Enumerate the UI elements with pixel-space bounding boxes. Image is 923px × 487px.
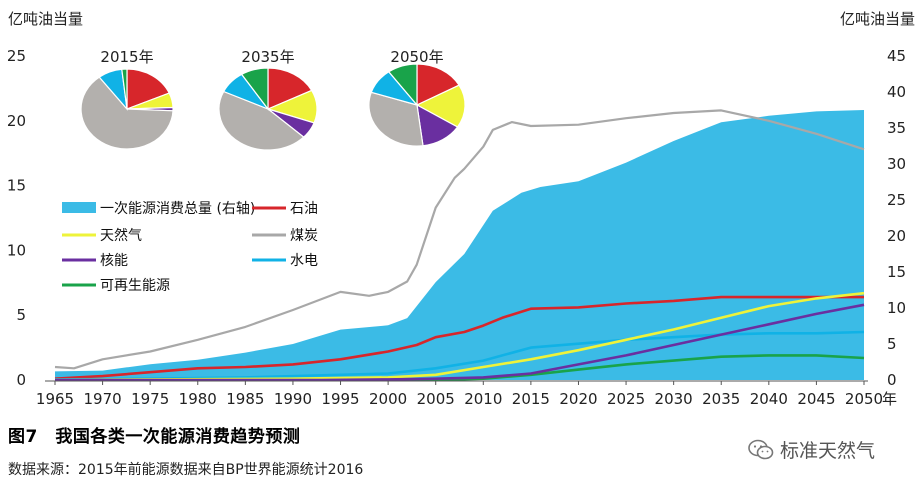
x-tick-label: 2010 xyxy=(464,390,502,408)
right-tick-label: 25 xyxy=(887,191,906,209)
axes: 亿吨油当量 亿吨油当量051015202505101520253035404519… xyxy=(7,10,915,408)
x-tick-label: 2050 xyxy=(845,390,883,408)
right-tick-label: 30 xyxy=(887,155,906,173)
series-area-total xyxy=(55,110,864,380)
x-tick-label: 1985 xyxy=(226,390,264,408)
figure-source-note: 数据来源：2015年前能源数据来自BP世界能源统计2016 xyxy=(8,462,364,478)
x-tick-label: 1990 xyxy=(274,390,312,408)
legend-label-renewable: 可再生能源 xyxy=(100,278,170,294)
x-tick-label: 2045 xyxy=(797,390,835,408)
legend-label-total: 一次能源消费总量 (右轴) xyxy=(100,201,255,217)
x-tick-label: 1980 xyxy=(179,390,217,408)
legend-swatch-total xyxy=(62,202,96,213)
pie-slice-oil xyxy=(267,67,313,110)
legend-label-nuclear: 核能 xyxy=(100,253,128,269)
x-tick-label: 1970 xyxy=(83,390,121,408)
pie-1: 2035年 xyxy=(218,48,318,151)
figure-caption: 图7 我国各类一次能源消费趋势预测 xyxy=(8,427,301,447)
x-tick-label: 1975 xyxy=(131,390,169,408)
pie-title: 2035年 xyxy=(241,48,294,66)
wechat-icon xyxy=(748,439,774,459)
x-tick-label: 2005 xyxy=(417,390,455,408)
legend-label-hydro: 水电 xyxy=(290,253,318,269)
x-tick-label: 2020 xyxy=(559,390,597,408)
right-tick-label: 0 xyxy=(887,371,897,389)
series-line-oil xyxy=(54,295,864,380)
series-line-coal xyxy=(54,109,865,370)
pie-slice-coal xyxy=(80,76,174,150)
series-line-hydro xyxy=(54,330,865,381)
pie-slice-oil xyxy=(126,68,171,110)
x-tick-label: 1965 xyxy=(36,390,74,408)
pie-2: 2050年 xyxy=(368,48,466,147)
right-tick-label: 40 xyxy=(887,83,906,101)
left-tick-label: 15 xyxy=(7,177,26,195)
right-tick-label: 5 xyxy=(887,335,897,353)
pie-title: 2050年 xyxy=(390,48,443,66)
left-tick-label: 5 xyxy=(16,306,26,324)
pie-insets: 2015年 2035年 2050年 xyxy=(80,48,466,151)
pie-slice-renewable xyxy=(240,67,269,111)
right-tick-label: 35 xyxy=(887,119,906,137)
pie-slice-oil xyxy=(416,63,460,106)
legend-label-oil: 石油 xyxy=(290,201,318,217)
pie-slice-renewable xyxy=(387,63,418,107)
x-tick-label: 2040 xyxy=(750,390,788,408)
right-tick-label: 45 xyxy=(887,47,906,65)
x-axis-unit: 年 xyxy=(882,390,897,408)
x-tick-label: 2000 xyxy=(369,390,407,408)
right-axis-title: 亿吨油当量 xyxy=(840,10,915,28)
series-line-gas xyxy=(54,291,865,382)
pie-slice-coal xyxy=(218,90,305,151)
x-tick-label: 2025 xyxy=(607,390,645,408)
pie-slice-coal xyxy=(368,91,424,147)
left-axis-title: 亿吨油当量 xyxy=(8,10,83,28)
pie-slice-gas xyxy=(415,84,466,128)
left-tick-label: 20 xyxy=(7,112,26,130)
pie-0: 2015年 xyxy=(80,48,174,150)
x-tick-label: 2035 xyxy=(702,390,740,408)
series-line-nuclear xyxy=(55,303,865,382)
legend-label-gas: 天然气 xyxy=(100,227,142,244)
pie-title: 2015年 xyxy=(100,48,153,66)
right-tick-label: 20 xyxy=(887,227,906,245)
plot-area xyxy=(54,109,865,382)
left-tick-label: 0 xyxy=(16,371,26,389)
x-tick-label: 1995 xyxy=(321,390,359,408)
legend-label-coal: 煤炭 xyxy=(290,228,318,244)
right-tick-label: 15 xyxy=(887,263,906,281)
pie-slice-renewable xyxy=(121,68,128,110)
right-tick-label: 10 xyxy=(887,299,906,317)
watermark: 标准天然气 xyxy=(748,436,875,463)
watermark-text: 标准天然气 xyxy=(780,440,876,462)
x-tick-label: 2015 xyxy=(512,390,550,408)
left-tick-label: 25 xyxy=(7,47,26,65)
x-tick-label: 2030 xyxy=(655,390,693,408)
left-tick-label: 10 xyxy=(7,241,26,259)
